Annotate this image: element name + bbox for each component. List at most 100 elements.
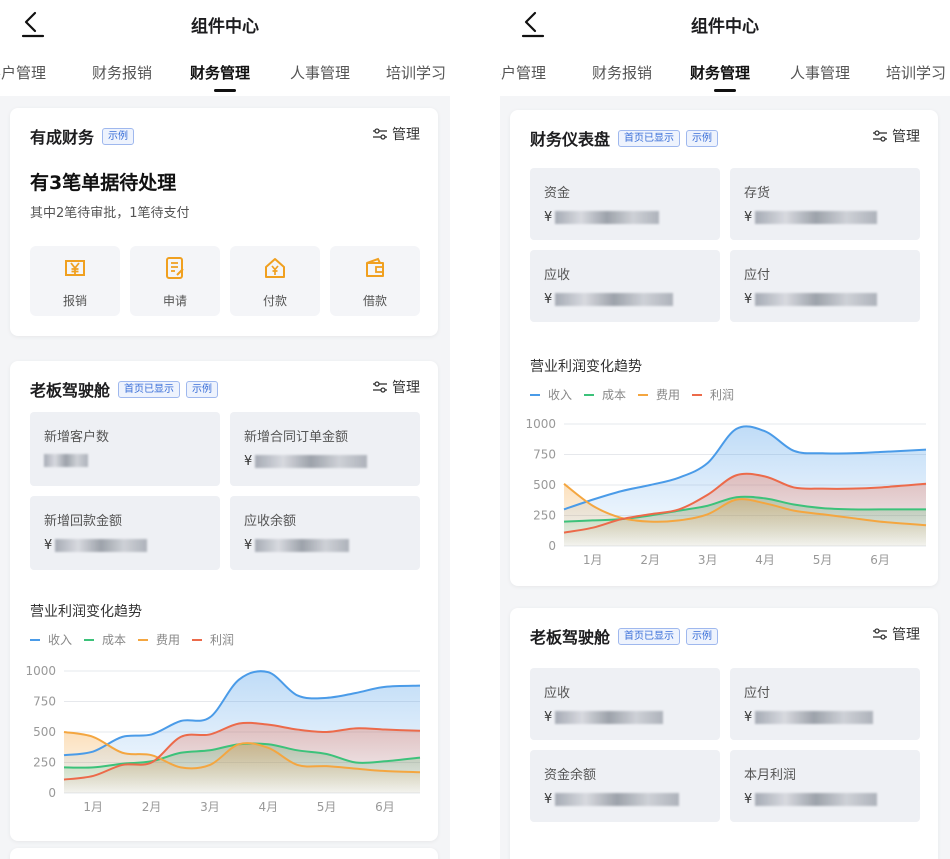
example-badge: 示例 [102,127,135,145]
kpi-payable[interactable]: 应付 ¥ [730,668,920,740]
x-tick-label: 2月 [142,800,162,814]
screen-left: 组件中心 客户管理 财务报销 财务管理 人事管理 培训学习 有成财务 示例 管理… [0,0,450,859]
action-payment[interactable]: 付款 [230,246,320,316]
kpi-new-contract-amount[interactable]: 新增合同订单金额 ¥ [230,412,420,486]
y-tick-label: 500 [533,478,556,492]
kpi-funds-balance[interactable]: 资金余额 ¥ [530,750,720,822]
y-tick-label: 500 [33,725,56,739]
blurred-value [555,711,664,724]
screen-right: 组件中心 客户管理 财务报销 财务管理 人事管理 培训学习 财务仪表盘 首页已显… [500,0,950,859]
y-tick-label: 750 [533,448,556,462]
action-reimburse[interactable]: 报销 [30,246,120,316]
tab-training[interactable]: 培训学习 [886,64,947,82]
tab-training[interactable]: 培训学习 [386,64,447,82]
profit-trend-chart: 0 250 500 750 1000 1月 2月 3月 4月 5月 6月 [525,417,927,567]
tab-customer[interactable]: 客户管理 [0,64,47,82]
home-shown-badge: 首页已显示 [618,627,681,645]
kpi-value: ¥ [744,210,878,225]
manage-label: 管理 [892,129,920,145]
manage-label: 管理 [392,127,420,143]
y-tick-label: 0 [548,539,556,553]
kpi-value: ¥ [744,792,878,807]
boss-cockpit-card: 老板驾驶舱 首页已显示 示例 管理 应收 ¥ 应付 ¥ 资金余额 ¥ 本月利润 [510,608,938,859]
series-line [63,721,421,781]
kpi-month-profit[interactable]: 本月利润 ¥ [730,750,920,822]
content-area: 有成财务 示例 管理 有3笔单据待处理 其中2笔待审批，1笔待支付 报销 申请 … [0,96,450,859]
tab-finance[interactable]: 财务管理 [190,64,251,82]
legend-profit[interactable]: 利润 [192,631,234,648]
kpi-receivable[interactable]: 应收 ¥ [530,668,720,740]
nav-bar: 组件中心 [0,0,450,46]
kpi-value [44,454,88,467]
tab-reimbursement[interactable]: 财务报销 [92,64,153,82]
chart-title: 营业利润变化趋势 [30,604,142,620]
yen-card-icon [65,260,85,276]
sliders-icon [873,628,887,640]
action-loan[interactable]: 借款 [330,246,420,316]
legend-income[interactable]: 收入 [30,631,72,648]
legend-income[interactable]: 收入 [530,386,572,403]
kpi-new-payment-amount[interactable]: 新增回款金额 ¥ [30,496,220,570]
kpi-inventory[interactable]: 存货 ¥ [730,168,920,240]
tab-hr[interactable]: 人事管理 [290,64,351,82]
manage-label: 管理 [392,380,420,396]
kpi-label: 应收余额 [244,514,297,529]
legend-cost[interactable]: 成本 [584,386,626,403]
x-tick-label: 6月 [375,800,395,814]
manage-button[interactable]: 管理 [372,377,420,397]
kpi-value: ¥ [544,710,664,725]
blurred-value [44,454,88,467]
home-shown-badge: 首页已显示 [618,129,681,147]
legend-expense[interactable]: 费用 [138,631,180,648]
kpi-new-customers[interactable]: 新增客户数 [30,412,220,486]
back-arrow-icon[interactable] [520,8,546,38]
kpi-label: 本月利润 [744,768,797,783]
kpi-funds[interactable]: 资金 ¥ [530,168,720,240]
y-tick-label: 1000 [25,664,56,678]
blurred-value [555,293,674,306]
pending-title: 有3笔单据待处理 [30,172,177,194]
x-tick-label: 2月 [640,553,660,567]
legend-cost[interactable]: 成本 [84,631,126,648]
series-line [563,472,927,534]
series-line [63,670,421,757]
tab-finance[interactable]: 财务管理 [690,64,751,82]
kpi-receivable-balance[interactable]: 应收余额 ¥ [230,496,420,570]
page-title: 组件中心 [691,17,759,37]
tab-reimbursement[interactable]: 财务报销 [592,64,653,82]
example-badge: 示例 [686,627,719,645]
card-title: 老板驾驶舱 [30,381,111,400]
blurred-value [755,211,878,224]
blurred-value [255,455,368,468]
y-tick-label: 0 [48,786,56,800]
legend-profit[interactable]: 利润 [692,386,734,403]
blurred-value [55,539,148,552]
page-title: 组件中心 [191,17,259,37]
kpi-label: 资金余额 [544,768,597,783]
kpi-payable[interactable]: 应付 ¥ [730,250,920,322]
example-badge: 示例 [186,380,219,398]
card-title: 财务仪表盘 [530,130,611,149]
x-tick-label: 5月 [317,800,337,814]
nav-bar: 组件中心 [500,0,950,46]
manage-button[interactable]: 管理 [872,126,920,146]
manage-button[interactable]: 管理 [872,624,920,644]
tab-hr[interactable]: 人事管理 [790,64,851,82]
blurred-value [755,793,878,806]
home-shown-badge: 首页已显示 [118,380,181,398]
manage-button[interactable]: 管理 [372,124,420,144]
back-arrow-icon[interactable] [20,8,46,38]
action-apply[interactable]: 申请 [130,246,220,316]
kpi-label: 应付 [744,268,771,283]
tab-customer[interactable]: 客户管理 [500,64,547,82]
series-area [64,722,420,793]
action-label: 报销 [62,294,87,308]
sliders-icon [373,381,387,393]
series-line [563,425,927,511]
legend-expense[interactable]: 费用 [638,386,680,403]
y-tick-label: 1000 [525,417,556,431]
action-label: 付款 [262,294,287,308]
action-label: 申请 [162,294,187,308]
kpi-label: 新增合同订单金额 [244,430,349,445]
kpi-receivable[interactable]: 应收 ¥ [530,250,720,322]
